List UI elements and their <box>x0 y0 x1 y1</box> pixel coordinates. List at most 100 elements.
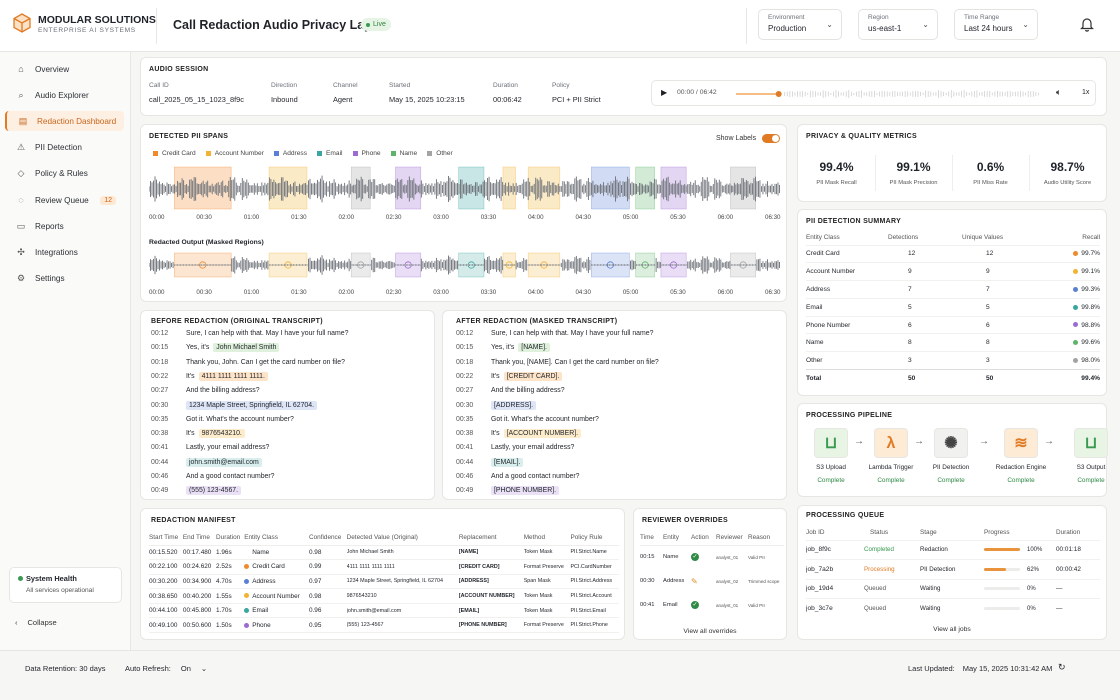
playback-speed[interactable]: 1x <box>1082 89 1090 96</box>
brain-icon[interactable]: ✺ <box>934 428 968 458</box>
queue-progress: 0% <box>984 579 1056 599</box>
brand-logo[interactable] <box>12 13 32 33</box>
transcript-line: 00:41 Lastly, your email address? <box>456 444 781 451</box>
table-row[interactable]: 00:22.100 00:24.620 2.52s Credit Card 0.99 41… <box>149 560 619 575</box>
sidebar-item-pii-detection[interactable]: ⚠ PII Detection <box>5 138 124 158</box>
play-icon[interactable]: ▶ <box>661 88 668 97</box>
sidebar-item-audio-explorer[interactable]: ⌕ Audio Explorer <box>5 85 124 105</box>
pipeline-step-name: PII Detection <box>932 464 970 471</box>
table-row[interactable]: Account Number 9 9 99.1% <box>806 262 1100 281</box>
transcript-line: 00:30 1234 Maple Street, Springfield, IL … <box>151 400 431 410</box>
table-row[interactable]: job_7a2b Processing PII Detection 62% 00:00:… <box>806 559 1100 580</box>
override-time: 00:30 <box>640 578 655 584</box>
redacted-waveform[interactable] <box>149 251 781 283</box>
timeline-tick: 01:30 <box>291 289 307 296</box>
table-row[interactable]: job_8f9c Completed Redaction 100% 00:01:18 <box>806 540 1100 560</box>
queue-job-id: job_19d4 <box>806 585 834 593</box>
table-row[interactable]: 00:49.100 00:50.600 1.50s Phone 0.95 (555) 12… <box>149 618 619 633</box>
entity-dot-icon <box>244 564 250 570</box>
original-waveform[interactable] <box>149 165 781 225</box>
region-select[interactable]: Region us-east-1 ⌄ <box>858 9 938 40</box>
sidebar-item-integrations[interactable]: ✣ Integrations <box>5 242 124 262</box>
last-updated: Last Updated: May 15, 2025 10:31:42 AM <box>908 664 1052 673</box>
bucket-icon[interactable]: ⊔ <box>1074 428 1108 458</box>
metric-divider <box>875 155 876 191</box>
pii-summary-card: PII DETECTION SUMMARY Entity Class Detect… <box>797 209 1107 396</box>
timeline-tick: 00:00 <box>149 289 165 296</box>
session-field-label: Started <box>389 82 411 89</box>
timeline-tick: 06:00 <box>717 289 734 296</box>
overrides-header-cell: Entity <box>663 534 679 542</box>
collapse-button[interactable]: ‹ Collapse <box>15 618 57 627</box>
transcript-timestamp: 00:44 <box>151 458 169 466</box>
arrow-right-icon: → <box>1044 436 1054 447</box>
table-row[interactable]: job_3c7e Queued Waiting 0% — <box>806 598 1100 619</box>
environment-select[interactable]: Environment Production ⌄ <box>758 9 842 40</box>
summary-entity: Credit Card <box>806 250 840 258</box>
divider <box>156 8 157 44</box>
table-row[interactable]: Credit Card 12 12 99.7% <box>806 245 1100 263</box>
manifest-header-cell: Method <box>523 534 546 542</box>
transcript-timestamp: 00:46 <box>151 473 169 480</box>
auto-refresh-select[interactable]: Auto Refresh: On ⌄ <box>125 664 207 673</box>
sidebar-item-review-queue[interactable]: ◌ Review Queue 12 <box>5 190 124 210</box>
table-row[interactable]: Phone Number 6 6 98.8% <box>806 316 1100 334</box>
player-scrubber[interactable] <box>736 87 1041 101</box>
time-range-select[interactable]: Time Range Last 24 hours ⌄ <box>954 9 1038 40</box>
table-row[interactable]: 00:15.520 00:17.480 1.96s Name 0.98 John Mich… <box>149 545 619 560</box>
waveform-icon[interactable]: ≋ <box>1004 428 1038 458</box>
system-health-card[interactable]: System Health All services operational <box>9 567 122 603</box>
table-row[interactable]: 00:30 Address ✎ analyst_02 Trimmed scope <box>640 569 784 593</box>
table-row[interactable]: Other 3 3 98.0% <box>806 351 1100 370</box>
notification-bell-icon[interactable] <box>1080 16 1094 34</box>
summary-detections: 12 <box>908 250 916 258</box>
table-row[interactable]: Name 8 8 99.6% <box>806 333 1100 352</box>
lambda-icon[interactable]: λ <box>874 428 908 458</box>
sidebar-item-settings[interactable]: ⚙ Settings <box>5 269 124 289</box>
sidebar-item-overview[interactable]: ⌂ Overview <box>5 59 124 79</box>
transcript-speech: Yes, it's <box>186 344 210 352</box>
progress-bar <box>984 587 1020 591</box>
manifest-value: 2.52s <box>216 563 232 571</box>
table-row[interactable]: job_19d4 Queued Waiting 0% — <box>806 579 1100 599</box>
pii-highlight: [NAME]. <box>518 343 550 353</box>
table-row[interactable]: 00:38.650 00:40.200 1.55s Account Number 0.9… <box>149 589 619 604</box>
manifest-value: [CREDIT CARD] <box>458 563 500 570</box>
table-row[interactable]: 00:30.200 00:34.900 4.70s Address 0.97 1234 M… <box>149 574 619 589</box>
sidebar-item-label: Integrations <box>35 247 78 257</box>
table-row[interactable]: Email 5 5 99.8% <box>806 298 1100 316</box>
manifest-header-cell: Entity Class <box>244 534 278 542</box>
table-row[interactable]: 00:41 Email ✓ analyst_01 Valid PII <box>640 593 784 617</box>
sidebar-item-reports[interactable]: ▭ Reports <box>5 216 124 236</box>
before-lines: 00:12 Sure, I can help with that. May I h… <box>151 330 431 498</box>
pii-highlight: [ACCOUNT NUMBER]. <box>503 429 582 439</box>
toggle-switch[interactable] <box>762 134 781 143</box>
bucket-icon[interactable]: ⊔ <box>814 428 848 458</box>
manifest-cell-dur: 1.70s <box>216 603 244 618</box>
transcript-timestamp: 00:22 <box>151 372 169 380</box>
summary-unique: 5 <box>986 303 990 311</box>
manifest-cell-conf: 0.98 <box>309 589 347 604</box>
summary-header-cell: Recall <box>1082 234 1100 242</box>
sidebar-item-label: Review Queue <box>35 195 89 205</box>
transcript-line: 00:12 Sure, I can help with that. May I h… <box>151 330 431 337</box>
sidebar-item-redaction-dashboard[interactable]: ▤ Redaction Dashboard <box>5 111 124 132</box>
table-row[interactable]: Address 7 7 99.3% <box>806 280 1100 299</box>
timeline-tick: 06:00 <box>717 214 734 221</box>
manifest-value: john.smith@email.com <box>346 607 402 614</box>
show-labels-toggle[interactable]: Show Labels <box>716 134 781 143</box>
transcript-line: 00:44 [EMAIL]. <box>456 457 781 467</box>
table-row[interactable]: 00:15 Name ✓ analyst_01 Valid PII <box>640 545 784 569</box>
view-all-overrides-link[interactable]: View all overrides <box>683 628 737 635</box>
transcript-speech: Lastly, your email address? <box>491 444 575 452</box>
manifest-cell-rep: [PHONE NUMBER] <box>459 618 524 633</box>
table-row[interactable]: 00:44.100 00:45.800 1.70s Email 0.96 john.smi… <box>149 603 619 618</box>
volume-icon[interactable]: 🔈︎ <box>1056 87 1062 97</box>
override-reason: Trimmed scope <box>748 578 780 584</box>
pii-highlight: John Michael Smith <box>213 343 280 353</box>
refresh-icon[interactable]: ↻ <box>1058 662 1066 672</box>
manifest-value: 00:38.650 <box>149 592 178 600</box>
sidebar-item-policy-rules[interactable]: ◇ Policy & Rules <box>5 164 124 184</box>
view-all-jobs-link[interactable]: View all jobs <box>933 626 971 633</box>
override-reason: Valid PII <box>748 602 765 608</box>
